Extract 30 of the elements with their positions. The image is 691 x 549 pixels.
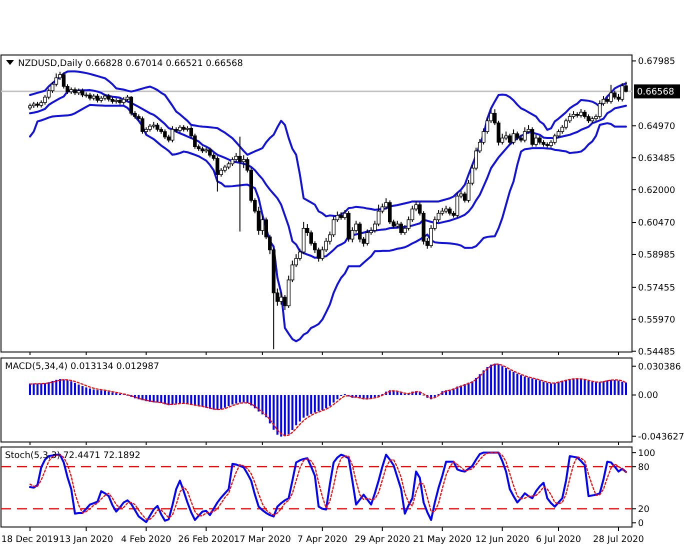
y-tick-label: 0.54485 (638, 347, 676, 358)
y-tick-label: 0.55970 (638, 315, 676, 326)
x-tick-label: 29 Apr 2020 (354, 535, 410, 545)
x-tick-label: 18 Dec 2019 (1, 535, 60, 545)
y-tick-label: 0.62000 (638, 186, 676, 196)
y-tick-label: 0 (638, 518, 644, 529)
x-tick-label: 28 Jul 2020 (593, 535, 644, 545)
y-tick-label: 0.58985 (638, 250, 676, 261)
x-tick-label: 7 Apr 2020 (297, 535, 348, 545)
y-tick-label: 0.60470 (638, 218, 676, 229)
y-tick-label: 20 (638, 504, 650, 515)
y-tick-label: 0.00 (638, 391, 658, 402)
x-tick-label: 12 Jun 2020 (475, 535, 530, 545)
y-tick-label: 0.030386 (638, 362, 682, 372)
x-tick-label: 6 Jul 2020 (536, 535, 582, 545)
chart-title: MACD(5,34,4) 0.013134 0.012987 (5, 362, 160, 372)
x-tick-label: 21 May 2020 (412, 535, 472, 545)
x-tick-label: 17 Mar 2020 (234, 535, 292, 545)
ref-line-label: 0.66568 (637, 88, 674, 98)
x-tick-label: 4 Feb 2020 (121, 535, 172, 545)
chart-title: NZDUSD,Daily 0.66828 0.67014 0.66521 0.66568 (18, 59, 244, 69)
x-tick-label: 26 Feb 2020 (178, 535, 234, 545)
y-tick-label: 0.67985 (638, 57, 676, 68)
y-tick-label: 100 (638, 448, 656, 459)
y-tick-label: 80 (638, 462, 650, 473)
y-tick-label: 0.57455 (638, 284, 676, 294)
x-tick-label: 13 Jan 2020 (59, 535, 114, 545)
y-tick-label: 0.63485 (638, 154, 676, 164)
y-tick-label: 0.64970 (638, 122, 676, 132)
y-tick-label: -0.043627 (638, 432, 684, 442)
